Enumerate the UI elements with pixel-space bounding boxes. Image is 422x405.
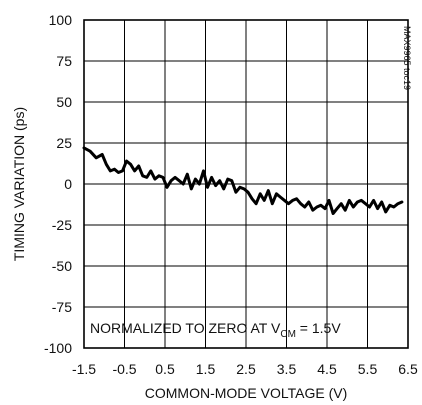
- note-main: NORMALIZED TO ZERO AT V: [90, 320, 281, 336]
- y-axis-ticks: 100 75 50 25 0 -25 -50 -75 -100: [44, 12, 72, 356]
- x-axis-title: COMMON-MODE VOLTAGE (V): [145, 385, 347, 401]
- x-tick-label: -1.5: [72, 361, 96, 377]
- y-tick-label: -50: [52, 258, 72, 274]
- y-tick-label: -100: [44, 340, 72, 356]
- x-axis-ticks: -1.5 -0.5 0.5 1.5 2.5 3.5 4.5 5.5 6.5: [72, 361, 418, 377]
- x-tick-label: 5.5: [358, 361, 378, 377]
- x-tick-label: 1.5: [196, 361, 216, 377]
- x-tick-label: 2.5: [236, 361, 256, 377]
- normalization-note: NORMALIZED TO ZERO AT VCM = 1.5V: [90, 320, 341, 340]
- figure-identifier: MAX9965 toc19: [402, 26, 412, 90]
- note-tail: = 1.5V: [296, 320, 341, 336]
- y-tick-label: 25: [56, 135, 72, 151]
- series-line: [82, 146, 404, 215]
- y-tick-label: 50: [56, 94, 72, 110]
- x-tick-label: 4.5: [317, 361, 337, 377]
- x-tick-label: 6.5: [398, 361, 418, 377]
- y-tick-label: 0: [64, 176, 72, 192]
- x-tick-label: 0.5: [155, 361, 175, 377]
- grid-lines: [83, 19, 409, 349]
- y-tick-label: -25: [52, 217, 72, 233]
- plot-frame: [83, 19, 409, 349]
- x-tick-label: 3.5: [277, 361, 297, 377]
- y-axis-title: TIMING VARIATION (ps): [11, 107, 27, 261]
- y-tick-label: -75: [52, 299, 72, 315]
- y-tick-label: 100: [49, 12, 73, 28]
- y-tick-label: 75: [56, 53, 72, 69]
- x-tick-label: -0.5: [112, 361, 136, 377]
- note-subscript: CM: [280, 329, 296, 340]
